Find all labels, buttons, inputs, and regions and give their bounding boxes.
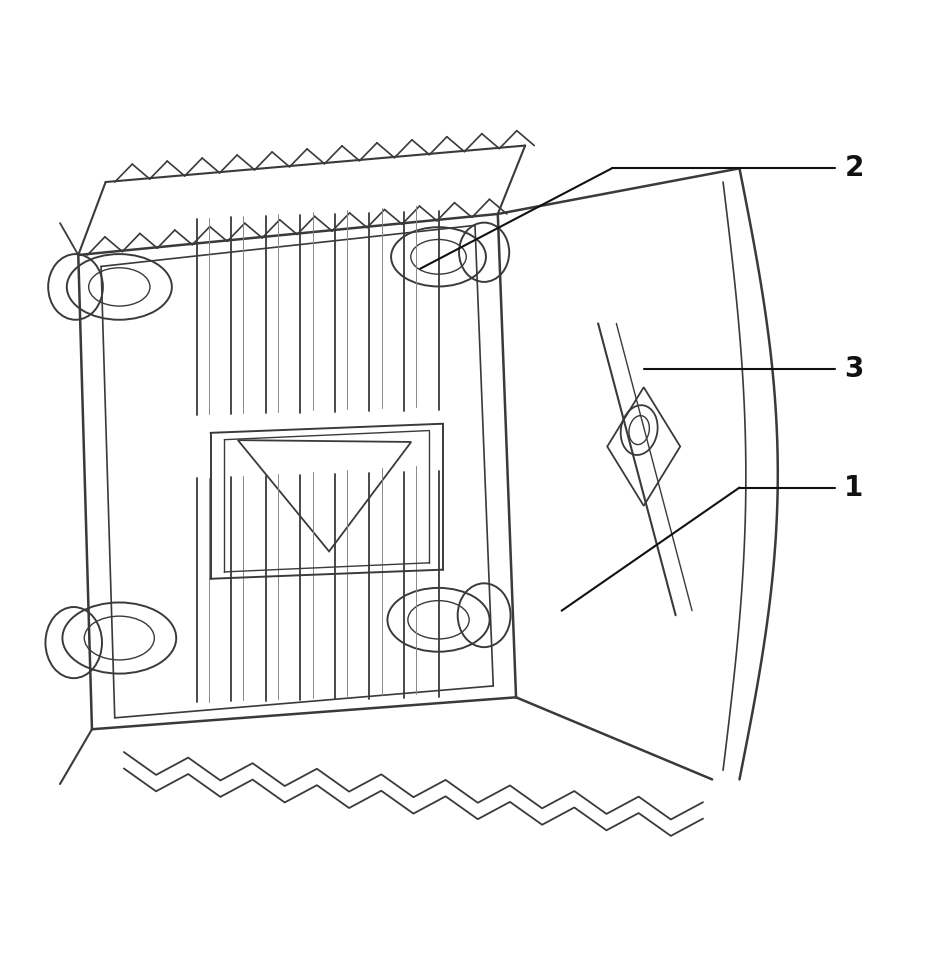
Text: 1: 1 xyxy=(845,473,864,501)
Text: 3: 3 xyxy=(845,355,864,383)
Text: 2: 2 xyxy=(845,155,864,183)
